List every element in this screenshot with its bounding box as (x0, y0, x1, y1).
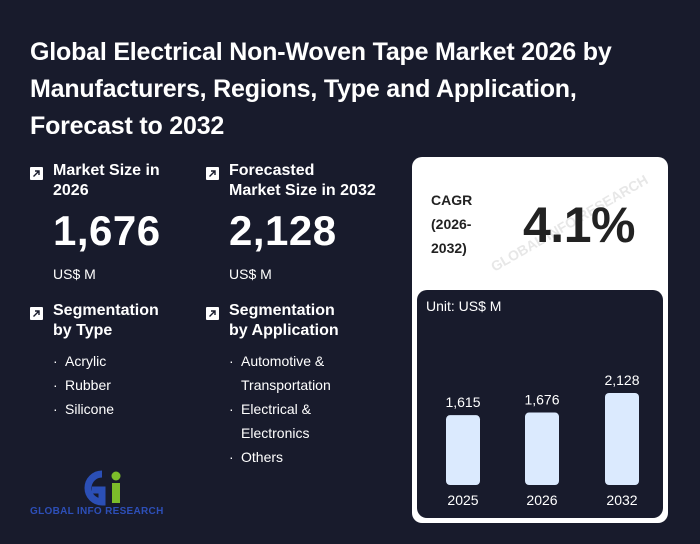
segmentation-type-label-line1: Segmentation (53, 302, 159, 319)
cagr-label-line3: 2032) (431, 240, 467, 256)
segmentation-application-label: Segmentation by Application (229, 301, 339, 341)
market-size-label-line1: Market Size in (53, 162, 160, 179)
market-size-label: Market Size in 2026 (53, 161, 160, 201)
x-tick-label: 2025 (447, 492, 478, 508)
list-item: Electronics (241, 425, 310, 441)
forecast-size-value: 2,128 (229, 207, 337, 254)
cagr-label-line2: (2026- (431, 216, 472, 232)
arrow-up-right-icon (30, 307, 43, 320)
x-tick-label: 2026 (526, 492, 557, 508)
cagr-label-line1: CAGR (431, 192, 473, 208)
cagr-card (412, 157, 668, 287)
segmentation-application-label-line2: by Application (229, 322, 339, 339)
arrow-up-right-icon (30, 167, 43, 180)
bar-value-label: 2,128 (604, 372, 639, 388)
forecast-size-label-line1: Forecasted (229, 162, 315, 179)
forecast-size-unit: US$ M (229, 266, 272, 282)
segmentation-application-label-line1: Segmentation (229, 302, 335, 319)
segmentation-type-label: Segmentation by Type (53, 301, 159, 341)
logo-text: GLOBAL INFO RESEARCH (30, 506, 164, 517)
cagr-label: CAGR (2026- 2032) (431, 188, 491, 260)
bar-2025 (446, 415, 480, 485)
bar-value-label: 1,676 (524, 392, 559, 408)
market-size-label-line2: 2026 (53, 182, 89, 199)
logo-graphic (84, 470, 121, 506)
market-size-unit: US$ M (53, 266, 96, 282)
list-item: · Silicone (53, 401, 115, 417)
list-item: Transportation (241, 377, 331, 393)
arrow-up-right-icon (206, 167, 219, 180)
bar-value-label: 1,615 (445, 394, 480, 410)
arrow-up-right-icon (206, 307, 219, 320)
page-title: Global Electrical Non-Woven Tape Market … (30, 38, 612, 140)
segmentation-type-label-line2: by Type (53, 322, 113, 339)
market-size-value: 1,676 (53, 207, 161, 254)
list-item: · Rubber (53, 377, 111, 393)
company-logo (72, 468, 132, 508)
forecast-size-label-line2: Market Size in 2032 (229, 182, 376, 199)
list-item: · Electrical & (229, 401, 312, 417)
chart-unit-label: Unit: US$ M (426, 298, 502, 314)
list-item: · Acrylic (53, 353, 107, 369)
bar-chart: 1,615 2025 1,676 2026 2,128 2032 (445, 372, 639, 508)
cagr-value: 4.1% (523, 197, 635, 253)
bar-2026 (525, 412, 559, 485)
forecast-size-label: Forecasted Market Size in 2032 (229, 161, 376, 201)
list-item: · Others (229, 449, 284, 465)
list-item: · Automotive & (229, 353, 325, 369)
x-tick-label: 2032 (606, 492, 637, 508)
bar-2032 (605, 393, 639, 485)
